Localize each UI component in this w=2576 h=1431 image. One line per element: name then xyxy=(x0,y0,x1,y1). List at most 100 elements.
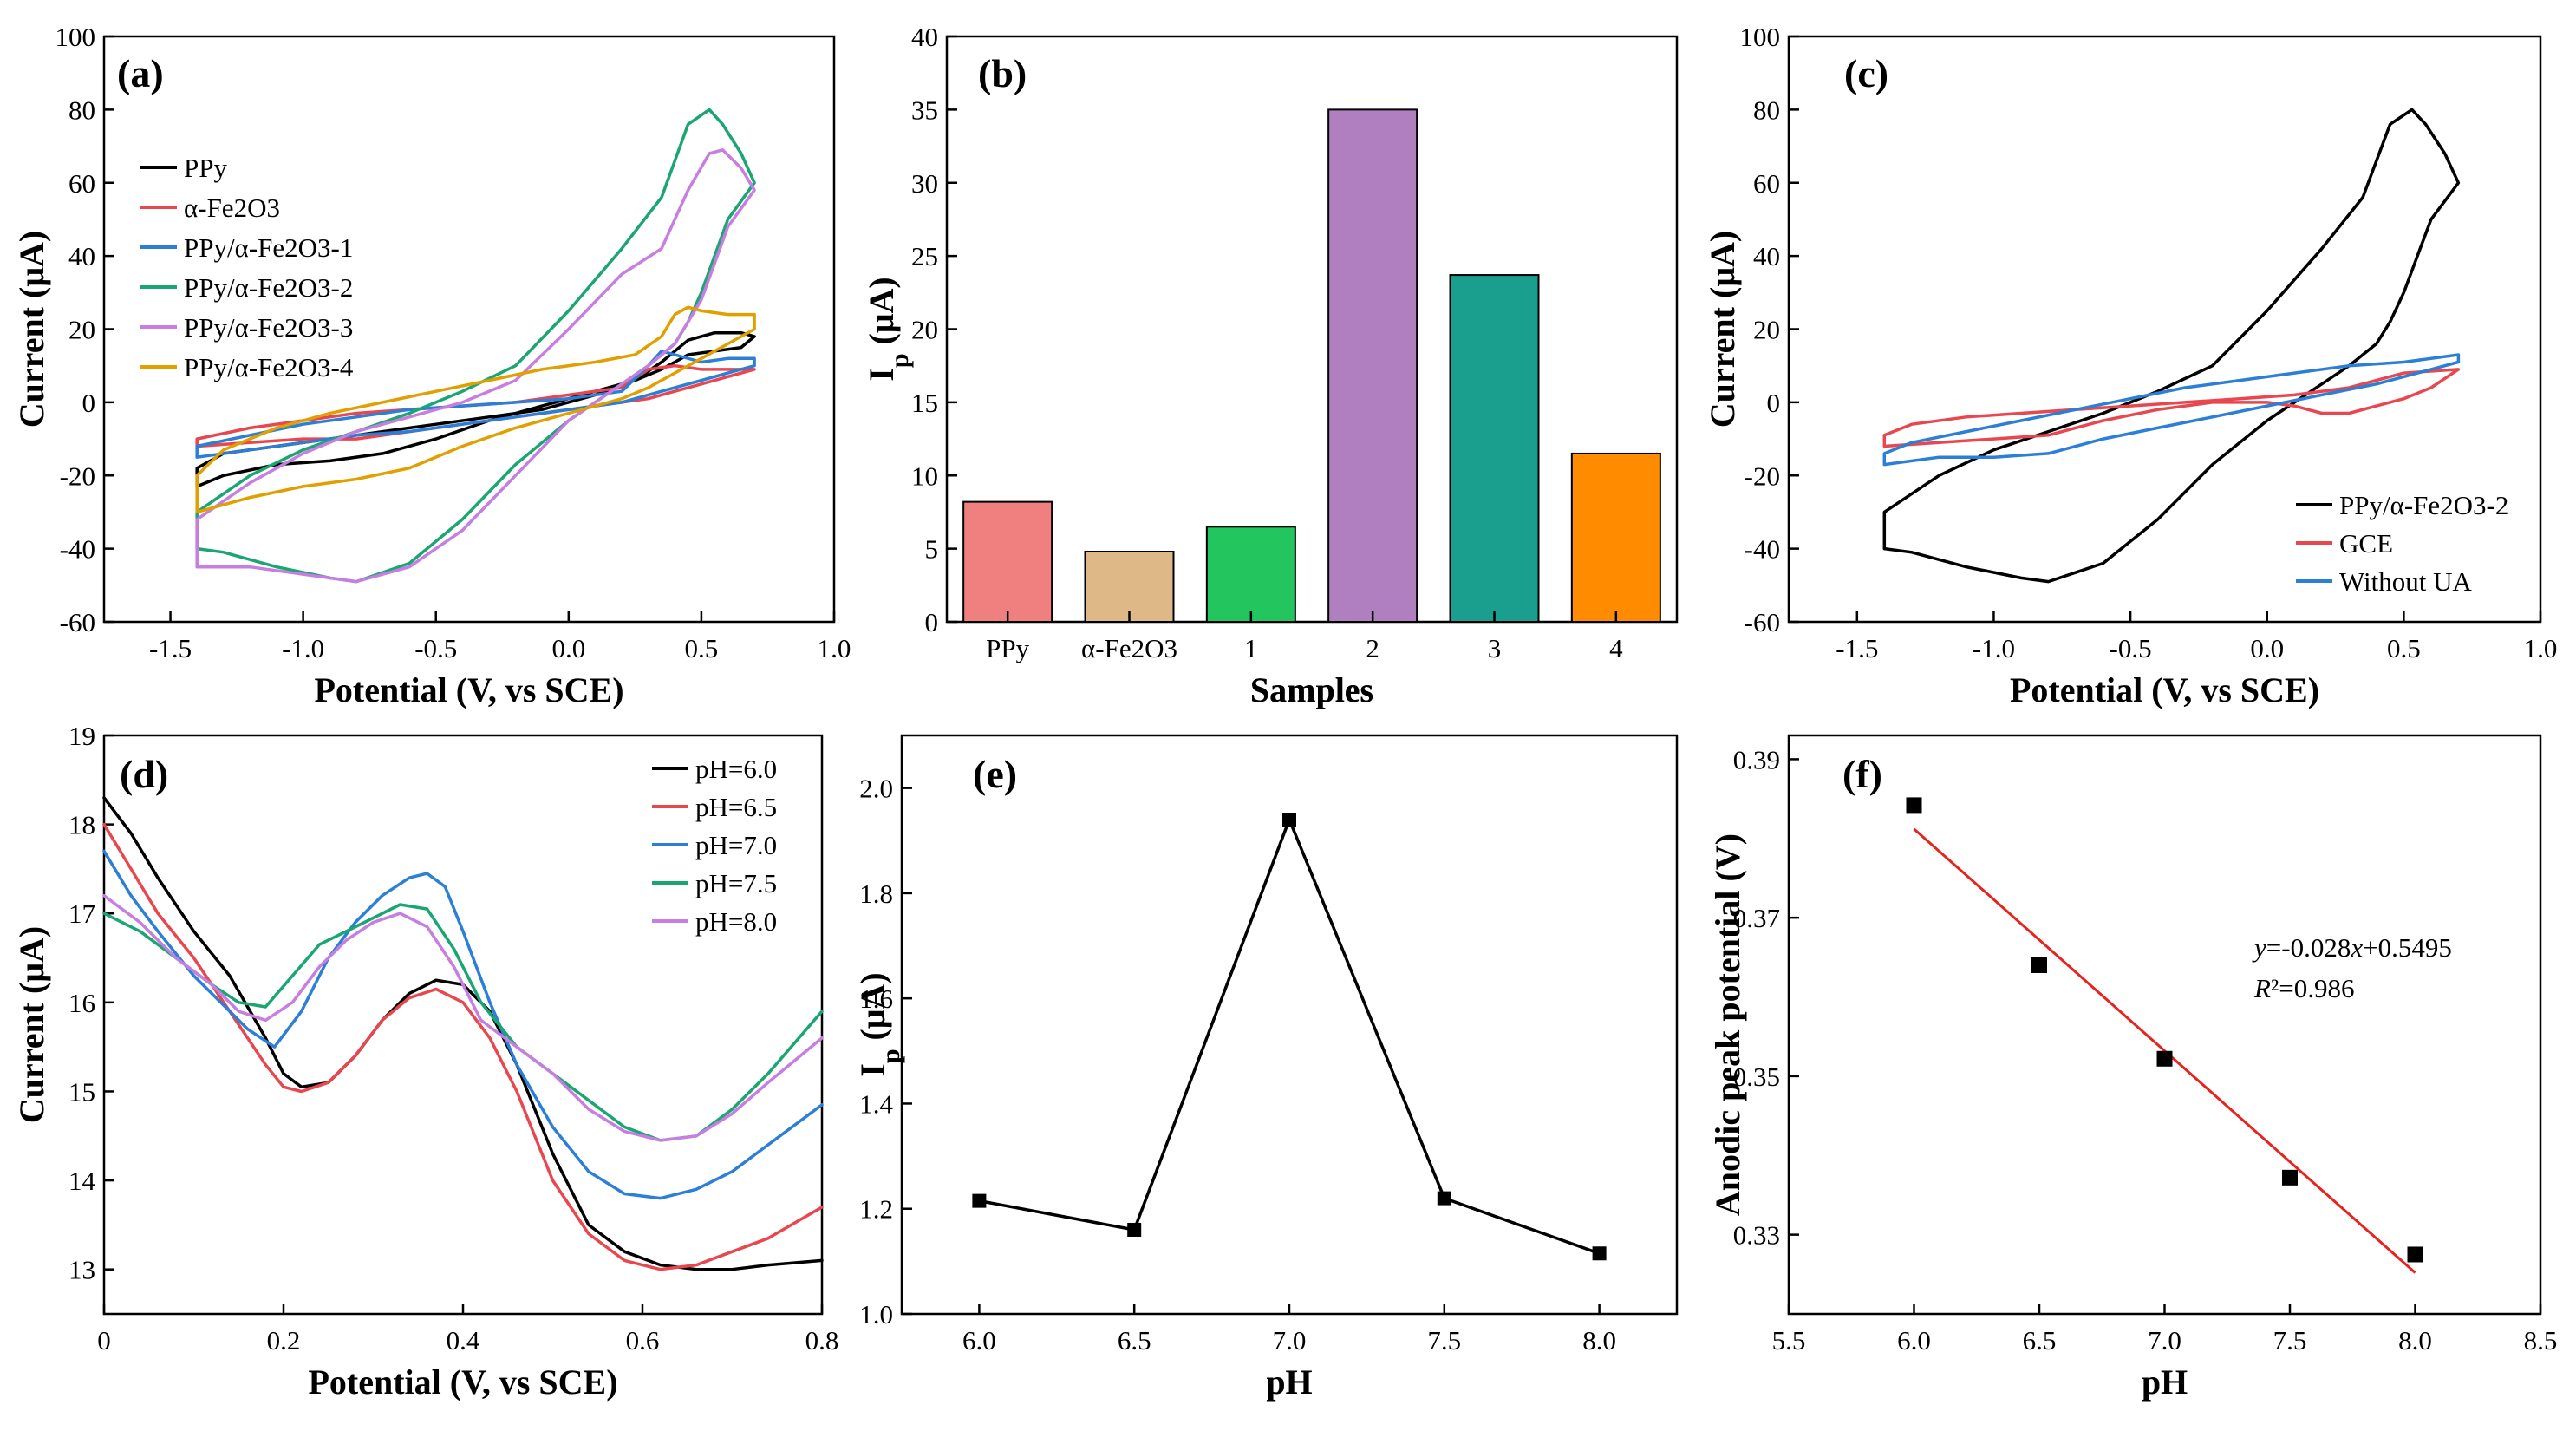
y-tick-label: 15 xyxy=(68,1076,95,1107)
dpv-curve-pH=8.0 xyxy=(102,893,824,1142)
y-axis-label-part: I xyxy=(862,368,901,382)
y-axis-label: Current (μA) xyxy=(1703,231,1742,428)
cv-curve-PPy/α-Fe2O3-1 xyxy=(195,350,756,459)
data-point xyxy=(2407,1246,2423,1263)
legend-a-label: α-Fe2O3 xyxy=(184,193,280,223)
y-tick-label: 5 xyxy=(925,534,939,565)
x-tick-label: -1.0 xyxy=(282,633,324,663)
x-axis-label: Potential (V, vs SCE) xyxy=(314,670,623,709)
y-tick-label: 10 xyxy=(911,461,938,491)
y-axis-label: Anodic peak potential (V) xyxy=(1708,833,1747,1216)
x-axis-label: pH xyxy=(1266,1362,1312,1402)
x-tick-label: 2 xyxy=(1366,633,1379,663)
x-tick-label: 0.5 xyxy=(685,633,719,663)
y-tick-label: -60 xyxy=(60,607,95,637)
y-axis-label: Ip (μA) xyxy=(853,972,905,1076)
y-tick-label: 40 xyxy=(68,241,95,271)
bar-2 xyxy=(1327,108,1418,623)
x-tick-label: 7.5 xyxy=(1427,1325,1461,1356)
panel-label: (e) xyxy=(973,752,1017,796)
legend-a-label: PPy xyxy=(184,153,227,183)
legend-a-label: PPy/α-Fe2O3-4 xyxy=(184,352,354,382)
plot-frame xyxy=(945,35,1679,624)
y-tick-label: -20 xyxy=(1745,461,1780,491)
y-tick-label: 100 xyxy=(55,22,96,52)
y-tick-label: 0.35 xyxy=(1733,1062,1780,1092)
data-point xyxy=(2282,1169,2298,1186)
panel-label: (b) xyxy=(978,51,1027,95)
ip-vs-ph-line xyxy=(977,818,1601,1256)
x-tick-label: 6.0 xyxy=(1897,1325,1931,1356)
legend-d-label: pH=8.0 xyxy=(695,906,777,937)
data-point xyxy=(2156,1050,2173,1067)
y-axis-label-part: (μA) xyxy=(862,277,901,353)
fit-r-squared: R²=0.986 xyxy=(2253,973,2354,1003)
legend-c-label: Without UA xyxy=(2339,566,2472,597)
y-tick-label: 20 xyxy=(1753,315,1780,345)
x-tick-label: -1.0 xyxy=(1973,633,2015,663)
dpv-curve-pH=6.0 xyxy=(102,796,824,1271)
panel-label: (d) xyxy=(120,752,168,796)
data-point xyxy=(1906,797,1922,814)
linear-fit-line xyxy=(1913,827,2416,1274)
fit-equation-part: y xyxy=(2252,932,2266,963)
bar-3 xyxy=(1449,274,1540,623)
fit-equation-part: +0.5495 xyxy=(2363,932,2452,963)
data-point xyxy=(1282,813,1296,827)
x-tick-label: 0.6 xyxy=(626,1325,660,1356)
y-tick-label: 14 xyxy=(68,1166,96,1196)
panel-b: 0 5 10 15 20 25 30 35 40 Samples Ip (μA) (b) PPy α-Fe… xyxy=(862,22,1679,709)
y-tick-label: -20 xyxy=(60,461,95,491)
fit-r-squared-part: ²=0.986 xyxy=(2271,973,2355,1003)
y-tick-label: 100 xyxy=(1740,22,1781,52)
bar-α-Fe2O3 xyxy=(1084,551,1175,623)
legend-d-label: pH=6.5 xyxy=(695,792,777,822)
data-point xyxy=(972,1193,987,1208)
legend-c-label: PPy/α-Fe2O3-2 xyxy=(2339,490,2508,520)
y-tick-label: 2.0 xyxy=(859,774,893,804)
x-tick-label: 0 xyxy=(97,1325,111,1356)
panel-label: (f) xyxy=(1842,752,1882,796)
bar-PPy xyxy=(962,500,1053,623)
fit-equation-part: x xyxy=(2350,932,2363,963)
y-tick-label: 1.4 xyxy=(859,1088,893,1119)
y-tick-label: 0.37 xyxy=(1733,903,1780,933)
panel-d: 0 0.2 0.4 0.6 0.8 13 14 15 16 17 18 19 Potential (V,… xyxy=(12,721,838,1402)
y-tick-label: 0 xyxy=(925,607,939,637)
y-axis-label-part: I xyxy=(853,1063,892,1077)
y-axis-label: Current (μA) xyxy=(12,231,51,428)
x-axis-label: Samples xyxy=(1250,670,1373,709)
y-tick-label: 18 xyxy=(68,810,95,840)
y-tick-label: 20 xyxy=(911,315,938,345)
x-tick-label: 1 xyxy=(1244,633,1258,663)
y-tick-label: 60 xyxy=(68,168,95,199)
plot-frame xyxy=(1787,734,2542,1316)
x-tick-label: 6.0 xyxy=(962,1325,996,1356)
cv-curve-PPy/α-Fe2O3-2 xyxy=(1882,108,2461,584)
x-tick-label: PPy xyxy=(986,633,1029,663)
y-tick-label: 0.33 xyxy=(1733,1220,1780,1251)
y-tick-label: 40 xyxy=(911,22,938,52)
panel-c: -1.5 -1.0 -0.5 0.0 0.5 1.0 -60 -40 -20 0 20 40 60 80 1… xyxy=(1703,22,2557,709)
legend-a-label: PPy/α-Fe2O3-3 xyxy=(184,312,353,343)
x-axis-label: Potential (V, vs SCE) xyxy=(308,1362,617,1402)
panel-label: (c) xyxy=(1844,51,1888,95)
y-tick-label: -40 xyxy=(60,534,95,565)
x-tick-label: -1.5 xyxy=(1836,633,1878,663)
x-tick-label: 8.5 xyxy=(2524,1325,2558,1356)
x-tick-label: 0.0 xyxy=(2250,633,2284,663)
y-tick-label: 80 xyxy=(68,95,95,125)
y-axis-label: Ip (μA) xyxy=(862,277,914,381)
data-point xyxy=(2031,957,2047,973)
y-tick-label: 1.8 xyxy=(859,879,893,909)
y-tick-label: 30 xyxy=(911,168,938,199)
dpv-curve-pH=7.0 xyxy=(102,849,824,1200)
x-tick-label: 8.0 xyxy=(1582,1325,1616,1356)
fit-r-squared-part: R xyxy=(2253,973,2271,1003)
legend-a-label: PPy/α-Fe2O3-1 xyxy=(184,232,353,263)
bar-4 xyxy=(1570,452,1661,623)
y-tick-label: 1.6 xyxy=(859,983,893,1014)
data-point xyxy=(1437,1191,1451,1206)
cv-curve-GCE xyxy=(1882,368,2461,448)
panel-a: -1.5 -1.0 -0.5 0.0 0.5 1.0 -60 -40 -20 0 20 40 60 80 1… xyxy=(12,22,851,709)
